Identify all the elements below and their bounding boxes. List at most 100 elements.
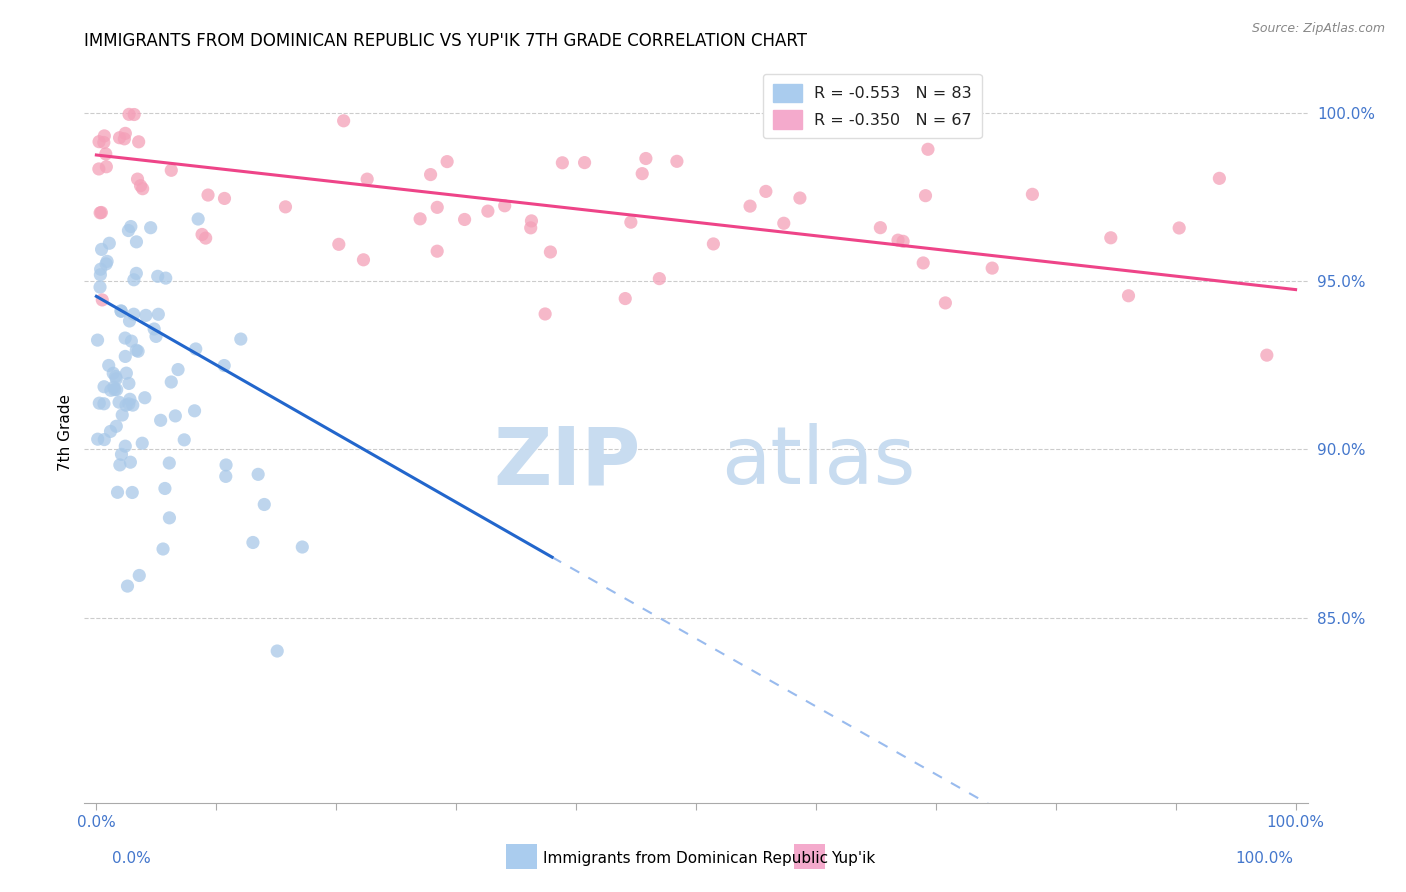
Point (1021, 187, 1043, 202)
Point (114, 350, 136, 364)
Point (145, 329, 167, 343)
Point (253, 498, 276, 512)
Point (167, 362, 190, 376)
Text: 100.0%: 100.0% (1236, 851, 1294, 865)
Point (104, 383, 127, 397)
Point (93, 433, 115, 447)
Point (105, 372, 128, 386)
Point (887, 233, 910, 247)
Point (631, 167, 654, 181)
Point (134, 391, 156, 405)
Point (212, 359, 235, 373)
Point (122, 273, 145, 287)
Point (107, 485, 129, 500)
Point (104, 369, 127, 384)
Point (494, 199, 516, 213)
Point (110, 447, 132, 461)
Point (436, 154, 458, 169)
Point (117, 579, 139, 593)
Point (191, 227, 214, 242)
Point (89, 206, 111, 220)
Point (143, 322, 166, 336)
Point (332, 113, 354, 128)
Point (242, 535, 264, 549)
Point (120, 455, 142, 469)
Point (534, 307, 557, 321)
Point (917, 142, 939, 156)
Point (125, 235, 148, 249)
Point (266, 644, 288, 658)
Point (426, 244, 449, 259)
Point (118, 397, 141, 411)
Point (93, 380, 115, 394)
Point (100, 425, 122, 439)
Point (90, 262, 112, 277)
Point (111, 408, 134, 422)
Text: Yup'ik: Yup'ik (831, 851, 875, 865)
Point (105, 419, 128, 434)
Point (173, 433, 195, 447)
Point (114, 331, 136, 345)
Point (353, 252, 375, 267)
Point (125, 266, 148, 280)
Point (97, 359, 120, 373)
Point (93, 136, 115, 150)
Point (620, 215, 643, 229)
Point (120, 219, 142, 234)
Point (152, 541, 174, 556)
Point (214, 191, 236, 205)
Point (912, 256, 935, 270)
Point (934, 296, 956, 310)
Point (648, 271, 671, 285)
Point (90, 205, 112, 219)
Point (328, 237, 350, 252)
Point (108, 458, 131, 472)
Point (127, 344, 149, 359)
Text: atlas: atlas (721, 423, 915, 501)
Point (90, 243, 112, 257)
Point (1099, 231, 1122, 245)
Point (419, 168, 441, 182)
Point (155, 271, 177, 285)
Text: 0.0%: 0.0% (112, 851, 152, 865)
Point (91, 293, 114, 307)
Text: ZIP: ZIP (494, 423, 641, 501)
Point (87, 161, 110, 176)
Legend: R = -0.553   N = 83, R = -0.350   N = 67: R = -0.553 N = 83, R = -0.350 N = 67 (763, 74, 981, 138)
Point (477, 204, 499, 219)
Point (194, 231, 217, 245)
Point (128, 568, 150, 582)
Point (1118, 289, 1140, 303)
Point (127, 172, 149, 186)
Point (108, 395, 131, 409)
Point (98, 236, 121, 251)
Point (120, 334, 142, 348)
Point (86, 432, 108, 446)
Point (160, 375, 183, 389)
Point (105, 383, 128, 397)
Point (129, 178, 152, 193)
Y-axis label: 7th Grade: 7th Grade (58, 394, 73, 471)
Point (634, 152, 657, 166)
Point (551, 156, 574, 170)
Point (356, 172, 378, 186)
Point (614, 292, 637, 306)
Point (96, 160, 118, 174)
Point (139, 220, 162, 235)
Point (187, 212, 209, 227)
Point (96, 254, 118, 268)
Point (87, 135, 110, 149)
Point (215, 469, 238, 483)
Point (89, 268, 111, 282)
Point (153, 482, 176, 496)
Point (146, 269, 169, 284)
Text: Immigrants from Dominican Republic: Immigrants from Dominican Republic (543, 851, 828, 865)
Point (702, 236, 724, 251)
Point (520, 214, 543, 228)
Point (117, 223, 139, 237)
Point (184, 342, 207, 356)
Point (247, 467, 270, 482)
Point (110, 304, 132, 318)
Point (891, 235, 914, 249)
Point (453, 212, 475, 227)
